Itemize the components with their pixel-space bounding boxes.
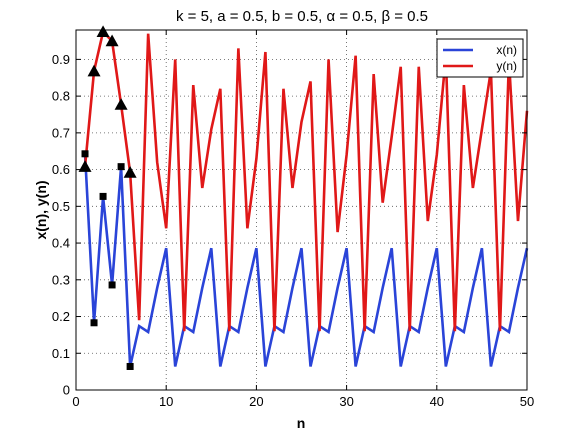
series-line-yn (83, 29, 529, 332)
data-point-triangle (96, 25, 110, 38)
y-tick-label: 0.4 (52, 236, 70, 251)
y-tick-label: 0 (63, 383, 70, 398)
y-tick-label: 0.9 (52, 52, 70, 67)
y-tick-label: 0.5 (52, 199, 70, 214)
plot-area (78, 25, 529, 370)
y-tick-label: 0.3 (52, 272, 70, 287)
y-axis-label: x(n), y(n) (33, 180, 49, 239)
x-tick-label: 40 (430, 394, 444, 409)
x-tick-label: 20 (249, 394, 263, 409)
x-tick-label: 50 (520, 394, 534, 409)
x-tick-label: 0 (72, 394, 79, 409)
data-point-square (117, 163, 125, 171)
y-tick-label: 0.8 (52, 89, 70, 104)
y-tick-label: 0.2 (52, 309, 70, 324)
data-point-triangle (87, 64, 101, 77)
grid (76, 30, 527, 390)
x-tick-label: 10 (159, 394, 173, 409)
data-point-triangle (114, 98, 128, 110)
legend-entry-label: y(n) (496, 59, 517, 73)
data-point-triangle (78, 160, 92, 172)
series-line-xn (83, 153, 529, 367)
chart-title: k = 5, a = 0.5, b = 0.5, α = 0.5, β = 0.… (176, 8, 428, 25)
y-tick-label: 0.6 (52, 162, 70, 177)
data-point-square (99, 192, 107, 200)
y-tick-label: 0.1 (52, 346, 70, 361)
legend: x(n) y(n) (436, 38, 524, 78)
data-point-triangle (105, 34, 119, 47)
data-point-square (90, 319, 98, 327)
x-axis-label: n (297, 415, 306, 431)
axis-ticks: 0 10 20 30 40 50 0 0.1 0.2 0.3 0.4 0.5 0.6 0.7 0.8 0.9 (52, 30, 534, 409)
data-point-triangle (123, 166, 137, 178)
data-point-square (81, 150, 89, 158)
data-point-square (126, 362, 134, 370)
data-point-square (108, 281, 116, 289)
y-tick-label: 0.7 (52, 125, 70, 140)
legend-box (436, 38, 524, 78)
axes-box (75, 29, 528, 391)
x-tick-label: 30 (339, 394, 353, 409)
legend-entry-label: x(n) (496, 43, 517, 57)
